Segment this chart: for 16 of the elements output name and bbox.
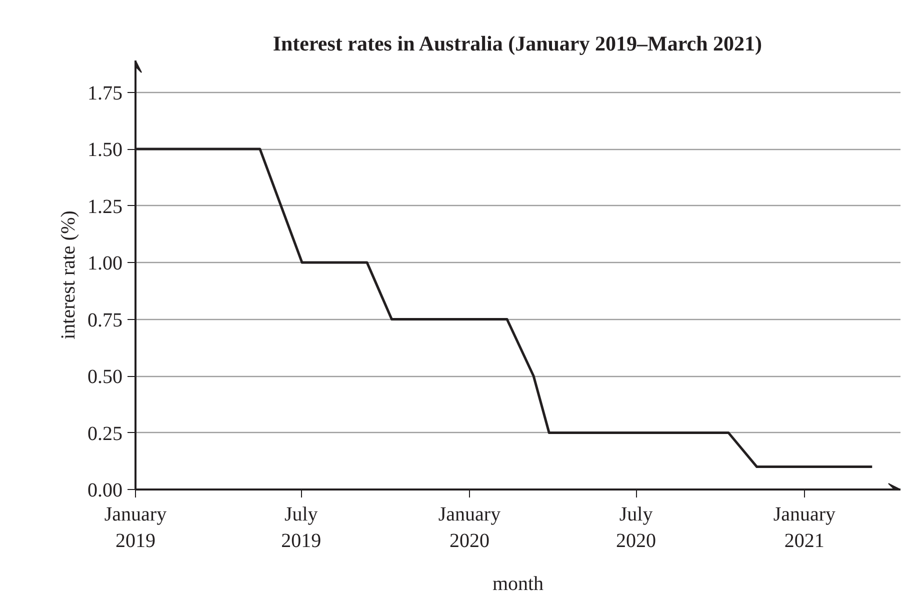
y-tick-label: 0.75 <box>88 309 122 332</box>
x-tick-label: July 2020 <box>616 504 656 552</box>
x-tick-label: January 2020 <box>438 504 501 552</box>
y-axis-title: interest rate (%) <box>58 210 80 340</box>
y-tick-label: 1.25 <box>88 196 122 218</box>
y-tick-label: 0.00 <box>88 480 122 502</box>
x-tick-label: July 2019 <box>281 504 322 552</box>
x-axis-title: month <box>492 572 544 595</box>
y-tick-label: 0.25 <box>88 422 122 445</box>
chart-title: Interest rates in Australia (January 2019–March 2021) <box>272 32 762 56</box>
x-tick-label: January 2019 <box>104 504 167 552</box>
x-tick-label: January 2021 <box>773 504 836 552</box>
y-tick-label: 1.00 <box>88 252 122 275</box>
y-tick-label: 1.75 <box>88 82 122 104</box>
y-tick-label: 0.50 <box>88 366 122 388</box>
y-tick-label: 1.50 <box>88 139 122 162</box>
